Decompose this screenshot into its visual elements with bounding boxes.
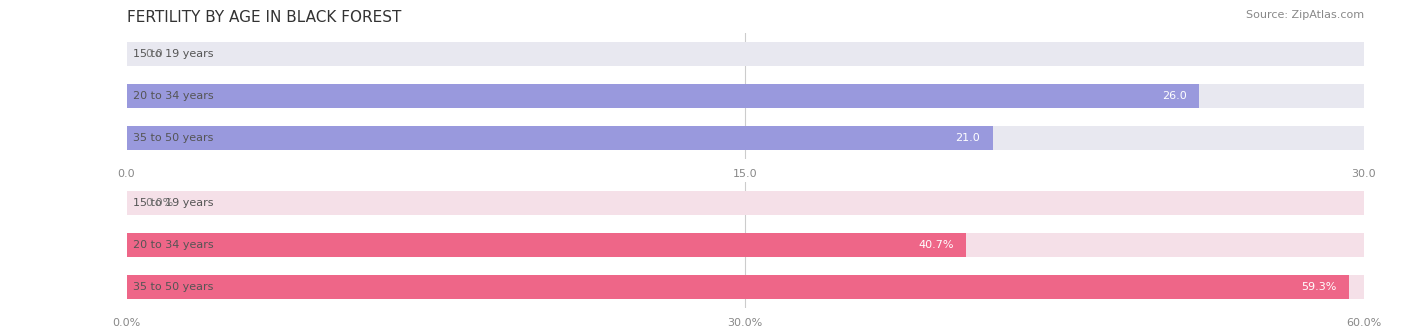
Bar [127,191,1364,215]
Bar [127,42,1364,66]
Text: 20 to 34 years: 20 to 34 years [132,91,214,101]
Text: 35 to 50 years: 35 to 50 years [132,282,214,292]
Text: 0.0: 0.0 [145,49,163,59]
Text: FERTILITY BY AGE IN BLACK FOREST: FERTILITY BY AGE IN BLACK FOREST [127,10,401,25]
Text: 15 to 19 years: 15 to 19 years [132,49,214,59]
Text: 59.3%: 59.3% [1302,282,1337,292]
Bar [127,84,1364,108]
Text: 40.7%: 40.7% [918,240,953,250]
Bar [127,233,1364,257]
Bar [127,233,966,257]
Text: 26.0: 26.0 [1161,91,1187,101]
Text: 0.0%: 0.0% [145,198,173,208]
Bar [127,126,993,150]
Text: Source: ZipAtlas.com: Source: ZipAtlas.com [1246,10,1364,20]
Bar [127,275,1364,299]
Text: 15 to 19 years: 15 to 19 years [132,198,214,208]
Bar [127,84,1199,108]
Bar [127,275,1350,299]
Bar [127,126,1364,150]
Text: 35 to 50 years: 35 to 50 years [132,133,214,143]
Text: 21.0: 21.0 [956,133,980,143]
Text: 20 to 34 years: 20 to 34 years [132,240,214,250]
